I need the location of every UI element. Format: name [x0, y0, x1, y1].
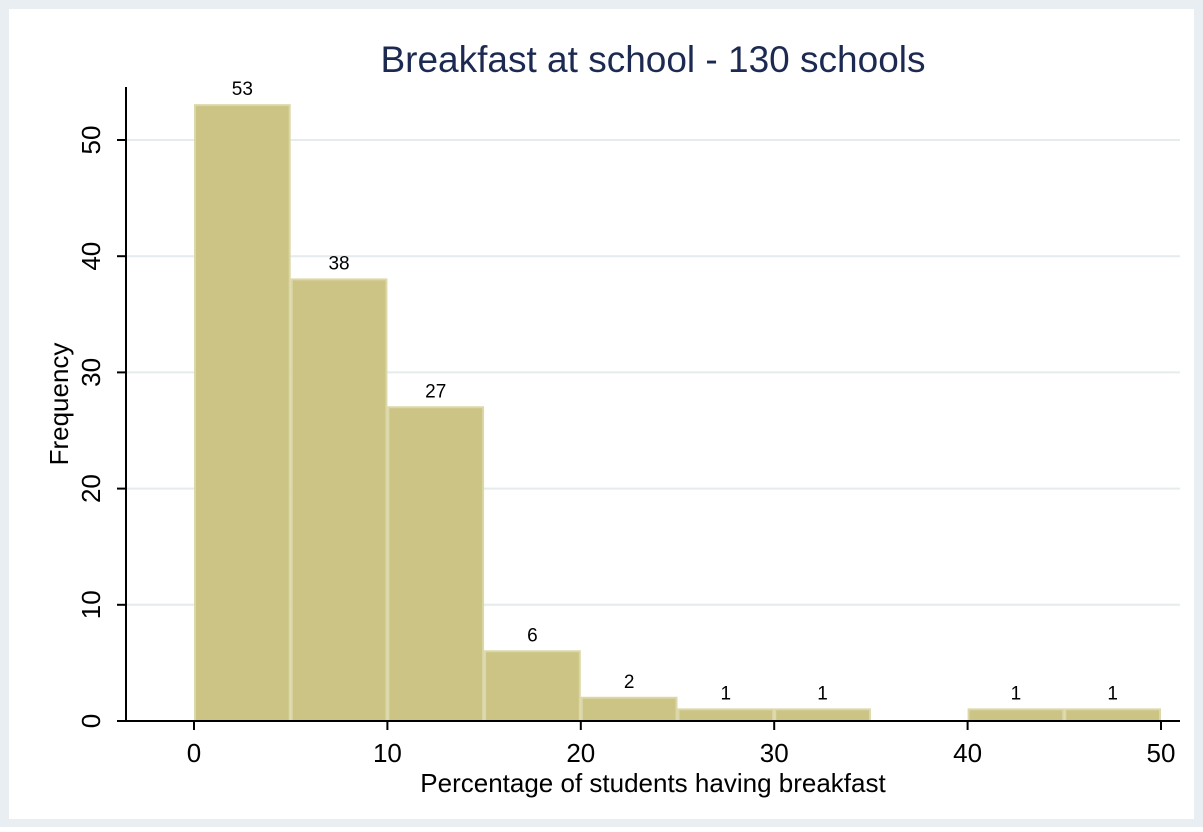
- histogram-bar: [1064, 708, 1162, 723]
- histogram-bar: [677, 708, 775, 723]
- bar-value-label: 1: [1011, 683, 1022, 704]
- y-tick-label: 10: [76, 590, 106, 619]
- bar-value-label: 1: [1107, 683, 1118, 704]
- bar-value-label: 38: [328, 253, 349, 274]
- bar-value-label: 1: [721, 683, 732, 704]
- bar-value-labels: 53 38 27 6 2 1 1 1 1: [232, 79, 1118, 704]
- y-axis-ticks: 0 10 20 30 40 50: [76, 126, 126, 728]
- x-tick-label: 30: [760, 738, 789, 768]
- bar-value-label: 2: [624, 672, 635, 693]
- x-tick-label: 50: [1147, 738, 1176, 768]
- y-tick-label: 30: [76, 358, 106, 387]
- y-tick-label: 20: [76, 474, 106, 503]
- bar-value-label: 6: [527, 625, 538, 646]
- x-tick-label: 20: [566, 738, 595, 768]
- x-axis-ticks: 0 10 20 30 40 50: [187, 721, 1176, 768]
- bar-value-label: 53: [232, 79, 253, 100]
- bars: [194, 104, 1162, 723]
- histogram-bar: [580, 696, 678, 723]
- bar-value-label: 1: [817, 683, 828, 704]
- histogram-bar: [387, 406, 485, 722]
- x-tick-label: 10: [373, 738, 402, 768]
- axes: [125, 87, 1180, 722]
- y-axis-title: Frequency: [44, 343, 74, 466]
- x-tick-label: 0: [187, 738, 201, 768]
- histogram-bar: [774, 708, 871, 723]
- y-tick-label: 50: [76, 126, 106, 155]
- x-axis-title: Percentage of students having breakfast: [420, 768, 886, 798]
- histogram-bar: [194, 104, 291, 722]
- histogram-bar: [290, 278, 388, 722]
- y-tick-label: 40: [76, 242, 106, 271]
- y-tick-label: 0: [76, 714, 106, 728]
- histogram-bar: [967, 708, 1065, 723]
- bar-value-label: 27: [425, 381, 446, 402]
- chart-title: Breakfast at school - 130 schools: [380, 39, 925, 80]
- histogram-bar: [484, 650, 581, 723]
- x-tick-label: 40: [953, 738, 982, 768]
